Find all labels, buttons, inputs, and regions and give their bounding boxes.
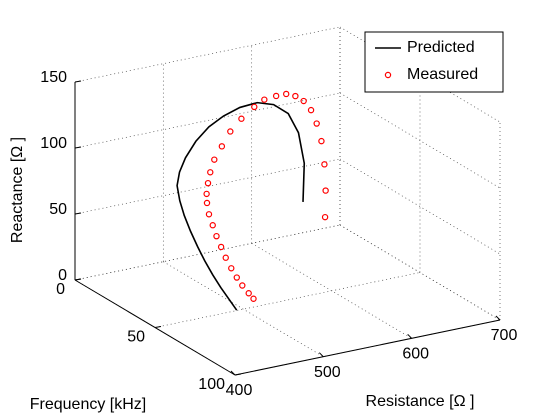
z-tick [74, 146, 82, 149]
legend-box [364, 31, 504, 93]
z-tick-label: 150 [40, 69, 67, 86]
data-point [204, 179, 212, 187]
y-tick-label: 0 [56, 281, 65, 298]
grid-line [163, 261, 324, 357]
legend-label: Predicted [407, 39, 475, 56]
y-tick [154, 326, 162, 328]
data-point [261, 96, 268, 103]
data-point [211, 156, 218, 163]
z-tick [74, 212, 82, 215]
data-point [283, 90, 290, 98]
z-tick-label: 0 [58, 267, 67, 284]
data-point [228, 265, 235, 272]
data-point [213, 232, 220, 240]
z-tick-label: 100 [40, 135, 67, 152]
data-point [205, 211, 213, 218]
y-tick-label: 50 [127, 329, 145, 346]
z-tick [74, 80, 82, 83]
x-tick-label: 500 [314, 364, 341, 381]
data-point [207, 169, 214, 176]
data-point [250, 295, 257, 302]
data-point [322, 187, 329, 194]
grid-line [154, 272, 421, 328]
data-point [209, 222, 216, 229]
data-point [227, 128, 234, 135]
data-point [233, 274, 240, 281]
data-point [218, 143, 226, 150]
data-point [292, 92, 299, 100]
x-tick-label: 600 [402, 346, 429, 363]
z-tick-label: 50 [49, 201, 67, 218]
data-point [300, 97, 307, 105]
legend-label: Measured [407, 66, 478, 83]
legend-marker [384, 71, 392, 79]
x-tick-label: 700 [491, 327, 518, 344]
data-point [313, 120, 320, 127]
data-point [318, 137, 325, 145]
x-tick [495, 315, 501, 321]
x-tick [318, 352, 324, 358]
data-point [307, 106, 315, 114]
y-tick [234, 373, 242, 376]
data-point [222, 254, 229, 261]
data-point [272, 92, 280, 100]
y-tick-label: 100 [198, 376, 225, 393]
data-point [239, 282, 246, 289]
y-tick [74, 278, 82, 281]
x-axis-label: Resistance [Ω ] [366, 393, 475, 410]
x-axis [234, 319, 501, 376]
grid-line [74, 224, 341, 281]
x-tick [230, 370, 236, 376]
x-tick [407, 333, 413, 339]
grid-line [74, 26, 341, 83]
data-point [217, 243, 225, 251]
data-point [321, 213, 329, 221]
z-axis-label: Reactance [Ω ] [9, 137, 26, 243]
data-point [203, 199, 211, 207]
data-point [203, 190, 210, 198]
data-point [245, 290, 252, 297]
data-point [238, 115, 245, 122]
y-axis-label: Frequency [kHz] [30, 396, 146, 413]
series-line [176, 101, 306, 311]
data-point [251, 103, 258, 111]
x-tick-label: 400 [226, 382, 253, 399]
data-point [321, 161, 328, 168]
